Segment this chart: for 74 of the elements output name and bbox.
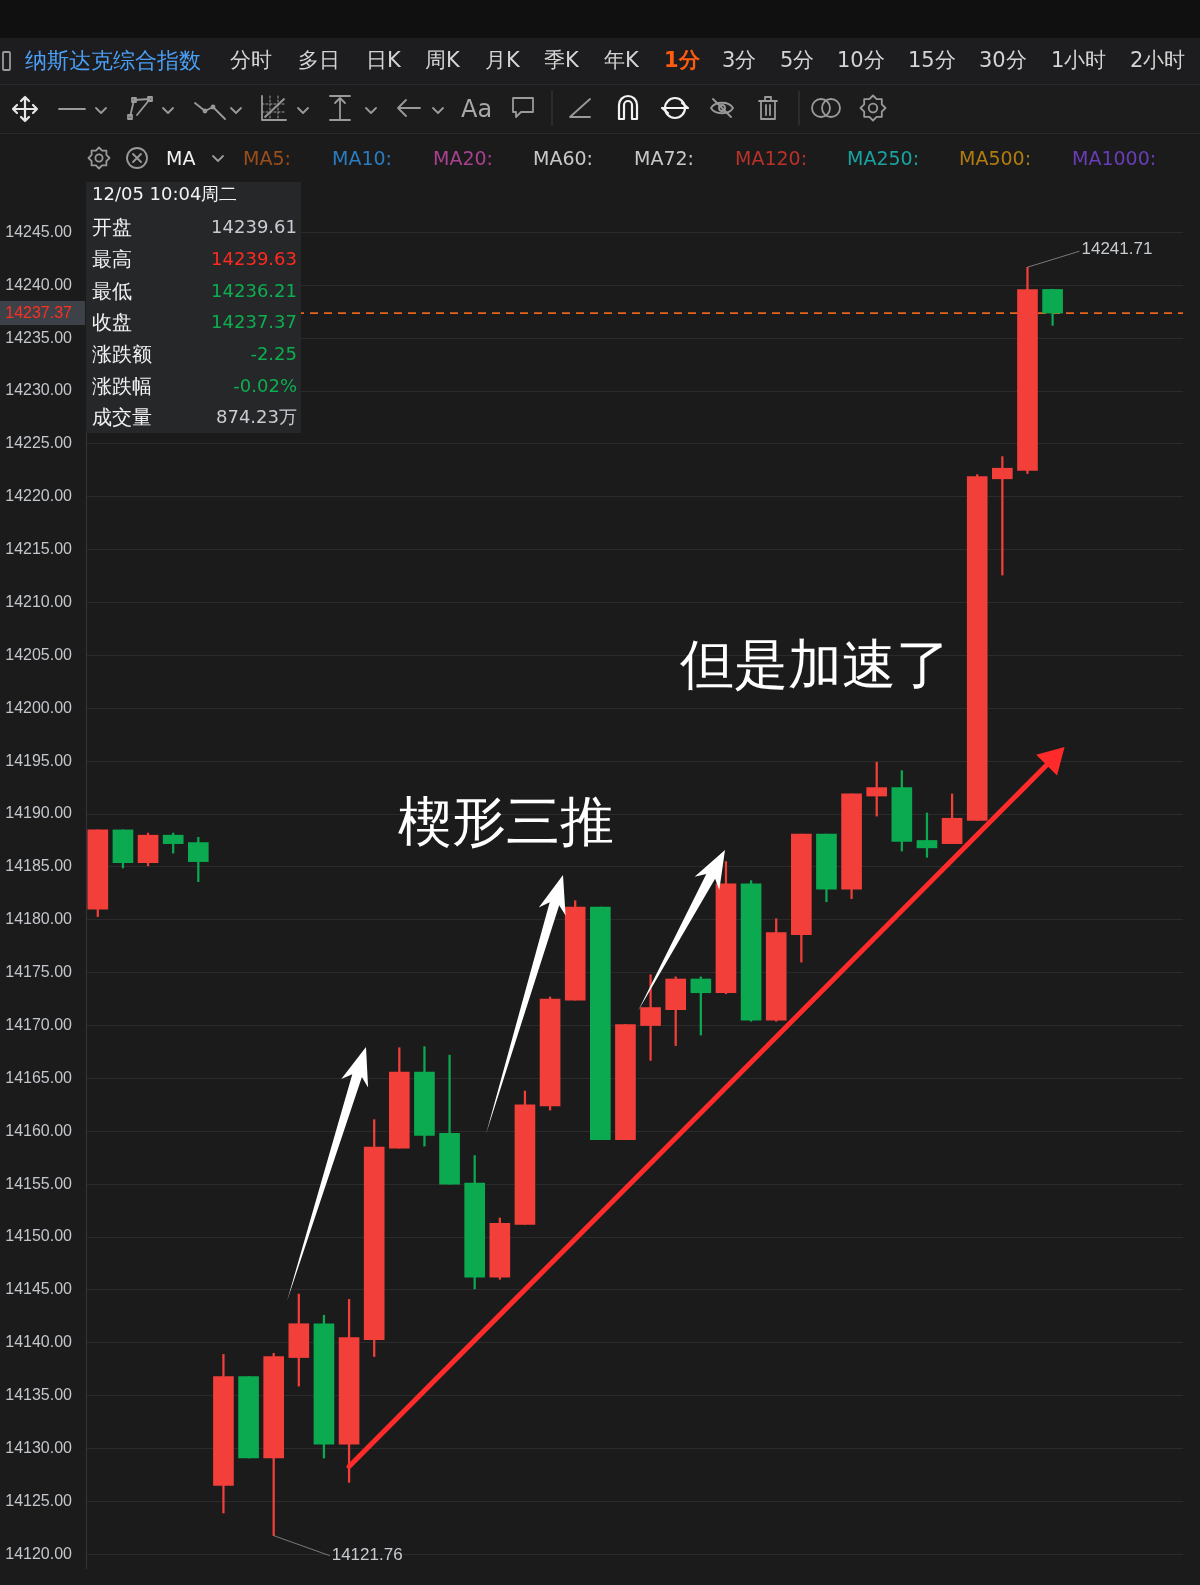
text: 多日 — [298, 48, 340, 74]
y-tick-label: 14140.00 — [5, 1333, 73, 1351]
text: 年K — [604, 48, 639, 74]
annotation: 成交量 — [92, 405, 152, 429]
text: 1小时 — [1051, 48, 1107, 74]
y-tick-label: 14210.00 — [5, 592, 73, 610]
annotation: 14236.21 — [211, 280, 297, 303]
text: 10分 — [837, 48, 885, 74]
y-tick-label: 14205.00 — [5, 645, 73, 663]
y-tick-label: 14220.00 — [5, 487, 73, 505]
y-tick-label: 14240.00 — [5, 275, 73, 293]
y-tick-label: 14120.00 — [5, 1544, 73, 1562]
text: 日K — [366, 48, 401, 74]
text: 季K — [544, 48, 579, 74]
annotation: 涨跌额 — [92, 342, 152, 366]
annotation: 最低 — [92, 279, 132, 303]
annotation: -2.25 — [250, 343, 297, 366]
text: 纳斯达克综合指数 — [25, 47, 201, 74]
annotation: 12/05 10:04周二 — [92, 183, 238, 206]
annotation: 14237.37 — [211, 311, 297, 334]
y-tick-label: 14230.00 — [5, 381, 73, 399]
y-tick-label: 14165.00 — [5, 1068, 73, 1086]
y-tick-label: 14245.00 — [5, 222, 73, 240]
text: MA250: — [847, 146, 920, 170]
y-tick-label: 14195.00 — [5, 751, 73, 769]
y-tick-label: 14190.00 — [5, 804, 73, 822]
annotation: 874.23万 — [216, 406, 297, 429]
annotation: 14121.76 — [331, 1545, 403, 1565]
text: MA72: — [634, 146, 694, 170]
text: Aa — [461, 94, 493, 124]
annotation: 收盘 — [92, 310, 132, 334]
text: MA5: — [243, 146, 291, 170]
y-tick-label: 14175.00 — [5, 963, 73, 981]
y-tick-label: 14225.00 — [5, 434, 73, 452]
text: MA120: — [735, 146, 808, 170]
annotation: 涨跌幅 — [92, 374, 152, 398]
y-tick-label: 14185.00 — [5, 857, 73, 875]
text: MA — [166, 146, 196, 170]
text: 1分 — [664, 48, 700, 74]
text: 周K — [425, 48, 460, 74]
text: 分时 — [230, 48, 272, 74]
y-tick-label: 14200.00 — [5, 698, 73, 716]
text: 3分 — [722, 48, 757, 74]
text: 月K — [485, 48, 520, 74]
y-tick-label: 14160.00 — [5, 1121, 73, 1139]
text: 30分 — [979, 48, 1027, 74]
text: MA500: — [959, 146, 1032, 170]
annotation: 楔形三推 — [398, 788, 614, 854]
ref-line-label: 14237.37 — [5, 303, 73, 321]
y-tick-label: 14180.00 — [5, 910, 73, 928]
text: 15分 — [908, 48, 956, 74]
y-tick-label: 14145.00 — [5, 1280, 73, 1298]
annotation: 14239.63 — [211, 248, 297, 271]
text: MA10: — [332, 146, 392, 170]
annotation: 开盘 — [92, 215, 132, 239]
y-tick-label: 14130.00 — [5, 1438, 73, 1456]
annotation: 但是加速了 — [680, 631, 950, 697]
text: 5分 — [780, 48, 815, 74]
y-tick-label: 14170.00 — [5, 1015, 73, 1033]
y-tick-label: 14235.00 — [5, 328, 73, 346]
text: MA60: — [533, 146, 593, 170]
text: MA1000: — [1072, 146, 1157, 170]
candlestick — [640, 974, 661, 1061]
text: 2小时 — [1130, 48, 1186, 74]
y-tick-label: 14125.00 — [5, 1491, 73, 1509]
y-tick-label: 14135.00 — [5, 1386, 73, 1404]
text: 14241.71 — [1081, 238, 1153, 258]
y-tick-label: 14150.00 — [5, 1227, 73, 1245]
y-tick-label: 14155.00 — [5, 1174, 73, 1192]
text: MA20: — [433, 146, 493, 170]
annotation: 最高 — [92, 247, 132, 271]
y-tick-label: 14215.00 — [5, 540, 73, 558]
annotation: -0.02% — [233, 375, 297, 398]
annotation: 14239.61 — [211, 216, 297, 239]
